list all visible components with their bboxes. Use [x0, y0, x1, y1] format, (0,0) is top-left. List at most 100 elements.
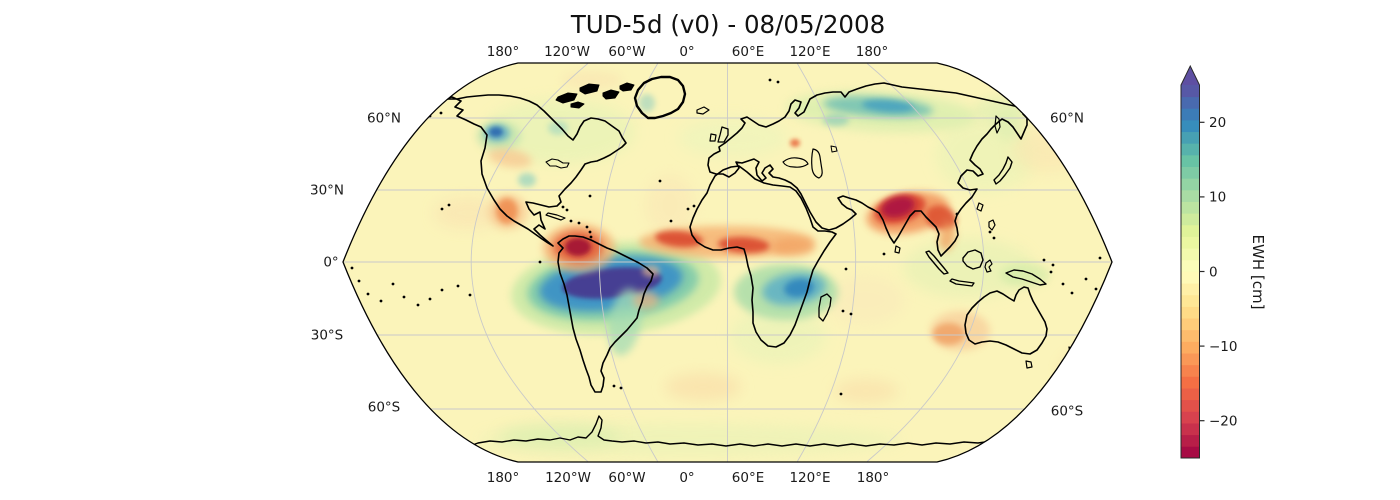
anomaly-south-africa-green-wash [730, 308, 826, 364]
island-dot [391, 282, 395, 286]
island-dot [345, 306, 349, 310]
coast-iceland [696, 106, 710, 115]
island-dot [357, 279, 361, 283]
colorbar-segment [1181, 248, 1200, 261]
island-dot [440, 207, 444, 211]
anomaly-se-asia-orange-tail [938, 223, 956, 251]
colorbar-segment [1181, 143, 1200, 156]
colorbar-segment [1181, 213, 1200, 226]
island-dot [692, 204, 696, 208]
island-dot [565, 208, 569, 212]
anomaly-arctic-orange-tint [562, 72, 622, 88]
graticule [344, 63, 1111, 462]
coast-borneo [962, 249, 984, 270]
island-dot [569, 219, 573, 223]
coast-new-guinea [1005, 269, 1047, 286]
coast-australia [964, 286, 1048, 355]
island-dot [1094, 287, 1098, 291]
lat-tick-label-left: 60°S [368, 400, 401, 416]
island-dot [561, 205, 565, 209]
lon-tick-label-bottom: 180° [487, 470, 520, 486]
anomaly-australia-orange [933, 323, 965, 345]
anomaly-sahel-red-west [655, 230, 703, 248]
anomaly-india-magenta-core [881, 196, 915, 218]
lat-tick-label-right: 60°S [1051, 404, 1084, 420]
anomaly-us-central-teal [518, 173, 536, 187]
anomaly-hudson-teal [548, 121, 568, 135]
island-dot [379, 299, 383, 303]
island-dot [589, 235, 593, 239]
figure-title: TUD-5d (v0) - 08/05/2008 [570, 10, 885, 39]
anomaly-siberia-teal-core [862, 99, 914, 113]
island-dot [849, 312, 853, 316]
island-dot [417, 119, 421, 123]
island-dot [440, 288, 444, 292]
coast-antarctica [466, 415, 1083, 448]
coast-japan [993, 156, 1013, 185]
island-dot [776, 80, 780, 84]
coast-ireland [709, 133, 717, 142]
island-dot [585, 225, 589, 229]
island-dot [844, 267, 848, 271]
island-dot [768, 78, 772, 82]
anomaly-e-pacific-orange [434, 197, 502, 229]
island-dot [588, 230, 592, 234]
anomaly-venezuela-red-core [565, 238, 591, 256]
lat-tick-label-left: 60°N [367, 111, 401, 127]
colorbar-arrow [1181, 66, 1200, 85]
coast-greenland [633, 75, 687, 120]
graticule-labels: 180° 120°W 60°W 0° 60°E 120°E 180° 180° 120°W 60°… [310, 44, 1084, 486]
island-dot [1051, 263, 1055, 267]
lon-tick-label-bottom: 120°W [545, 470, 591, 486]
colorbar-tick-label: 10 [1209, 190, 1226, 206]
island-dot [841, 309, 845, 313]
anomaly-atlantic-orange [645, 175, 695, 235]
coast-philippines [988, 219, 996, 231]
island-dot [686, 207, 690, 211]
lat-tick-label-left: 30°N [310, 183, 344, 199]
lon-tick-label-bottom: 0° [679, 470, 694, 486]
colorbar-segment [1181, 85, 1200, 98]
island-dot [588, 194, 592, 198]
meridian-line [796, 63, 857, 462]
island-dot [1070, 291, 1074, 295]
island-dot [839, 392, 843, 396]
coast-sakhalin [994, 115, 1001, 134]
lat-tick-label-right: 60°N [1050, 111, 1084, 127]
colorbar-segment [1181, 119, 1200, 133]
lon-tick-label-bottom: 180° [857, 470, 890, 486]
island-dot [619, 386, 623, 390]
island-dot [406, 123, 410, 127]
island-dot [366, 292, 370, 296]
anomaly-kamchatka-green [994, 109, 1022, 141]
lon-tick-label-bottom: 60°E [732, 470, 764, 486]
lon-tick-label-bottom: 120°E [789, 470, 830, 486]
colorbar-segment [1181, 434, 1200, 447]
colorbar-segment [1181, 318, 1200, 331]
colorbar-tick-label: 20 [1209, 115, 1226, 131]
anomaly-mexico-orange [496, 198, 518, 224]
coast-sumatra [925, 250, 949, 275]
lon-tick-label-top: 120°W [544, 44, 590, 60]
colorbar-segment [1181, 108, 1200, 121]
coast-black-sea [782, 157, 809, 168]
island-dot [456, 284, 460, 288]
coastlines [345, 75, 1102, 448]
coast-eurasia [707, 82, 1036, 257]
coast-caspian-sea [811, 148, 823, 179]
colorbar-segment [1181, 446, 1200, 459]
coast-cuba [545, 212, 566, 221]
small-islands [345, 78, 1102, 396]
island-dot [538, 260, 542, 264]
coast-aral-sea [830, 145, 838, 153]
colorbar-segment [1181, 189, 1200, 202]
anomaly-sudan-orange [771, 238, 815, 256]
colorbar-segment [1181, 166, 1200, 179]
coast-south-america [557, 235, 654, 393]
coast-arctic-islands [555, 82, 635, 109]
colorbar-segment [1181, 201, 1200, 214]
lon-tick-label-top: 180° [856, 44, 889, 60]
coast-britain [717, 126, 729, 143]
colorbar-segment [1181, 376, 1200, 389]
colorbar: 20 10 0 −10 −20 EWH [cm] [1180, 64, 1267, 459]
